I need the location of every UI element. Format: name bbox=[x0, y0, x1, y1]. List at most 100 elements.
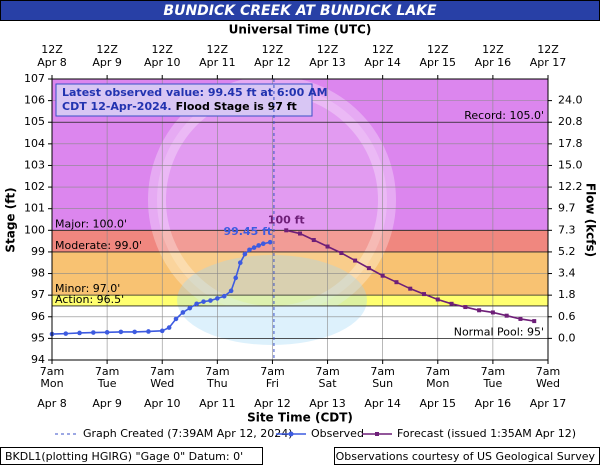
observed-point bbox=[166, 325, 172, 330]
y2-tick-label: 9.7 bbox=[558, 202, 576, 215]
x2-tick-date: Apr 16 bbox=[475, 56, 512, 69]
watermark bbox=[177, 255, 367, 345]
y2-title: Flow (kcfs) bbox=[584, 183, 598, 257]
observed-point bbox=[221, 293, 227, 299]
y-tick-label: 104 bbox=[24, 137, 45, 150]
threshold-label: Minor: 97.0' bbox=[55, 282, 120, 295]
x-tick-label: 7am bbox=[40, 365, 64, 378]
y-tick-label: 102 bbox=[24, 180, 45, 193]
x2-tick-label: 12Z bbox=[41, 43, 63, 56]
observed-point bbox=[228, 288, 234, 294]
forecast-point bbox=[380, 273, 385, 278]
x2-tick-date: Apr 12 bbox=[254, 56, 291, 69]
forecast-point bbox=[284, 228, 289, 233]
value-label: 100 ft bbox=[268, 213, 305, 226]
x-tick-weekday: Wed bbox=[150, 377, 174, 390]
footer-right: Observations courtesy of US Geological S… bbox=[336, 450, 596, 463]
y-tick-label: 105 bbox=[24, 115, 45, 128]
observed-point bbox=[242, 251, 248, 257]
x2-tick-date: Apr 10 bbox=[144, 56, 181, 69]
legend-marker bbox=[288, 431, 294, 437]
stage-band bbox=[52, 295, 548, 306]
info-line: CDT 12-Apr-2024. Flood Stage is 97 ft bbox=[62, 100, 297, 113]
forecast-point bbox=[298, 231, 302, 236]
chart-title: BUNDICK CREEK AT BUNDICK LAKE bbox=[163, 3, 437, 19]
x-tick-date: Apr 15 bbox=[420, 397, 457, 410]
y2-tick-label: 5.2 bbox=[558, 245, 576, 258]
x2-tick-date: Apr 17 bbox=[530, 56, 567, 69]
x2-tick-date: Apr 8 bbox=[37, 56, 67, 69]
observed-point bbox=[201, 299, 206, 304]
y2-tick-label: 0.6 bbox=[558, 310, 576, 323]
threshold-label: Moderate: 99.0' bbox=[55, 239, 142, 252]
x2-tick-label: 12Z bbox=[372, 43, 394, 56]
y-tick-label: 100 bbox=[24, 223, 45, 236]
observed-point bbox=[208, 298, 213, 303]
x-tick-label: 7am bbox=[150, 365, 174, 378]
y2-tick-label: 17.8 bbox=[558, 137, 583, 150]
forecast-point bbox=[518, 316, 523, 321]
plot-border bbox=[51, 78, 549, 361]
forecast-point bbox=[353, 258, 358, 263]
threshold-label: Record: 105.0' bbox=[464, 109, 544, 122]
y-tick-label: 94 bbox=[31, 353, 45, 366]
observed-point bbox=[237, 260, 243, 266]
forecast-point bbox=[422, 292, 426, 297]
x-tick-date: Apr 9 bbox=[92, 397, 122, 410]
x-tick-date: Apr 13 bbox=[309, 397, 346, 410]
observed-point bbox=[159, 328, 165, 334]
observed-point bbox=[77, 330, 82, 336]
observed-point bbox=[251, 245, 257, 250]
legend-label: Forecast (issued 1:35AM Apr 12) bbox=[397, 427, 576, 440]
y2-tick-label: 20.8 bbox=[558, 115, 583, 128]
x-tick-weekday: Thu bbox=[206, 377, 228, 390]
observed-point bbox=[104, 330, 110, 335]
y2-tick-label: 24.0 bbox=[558, 94, 583, 107]
x-tick-label: 7am bbox=[315, 365, 339, 378]
x2-tick-label: 12Z bbox=[537, 43, 559, 56]
x-tick-weekday: Tue bbox=[482, 377, 502, 390]
observed-point bbox=[260, 241, 266, 247]
x2-tick-date: Apr 13 bbox=[309, 56, 346, 69]
x-tick-label: 7am bbox=[95, 365, 119, 378]
value-label: 99.45 ft bbox=[223, 225, 272, 238]
x2-tick-label: 12Z bbox=[151, 43, 173, 56]
y2-tick-label: 7.3 bbox=[558, 223, 576, 236]
y2-tick-label: 15.0 bbox=[558, 158, 583, 171]
info-box bbox=[55, 83, 313, 117]
forecast-point bbox=[325, 244, 330, 249]
forecast-point bbox=[435, 297, 440, 302]
forecast-point bbox=[339, 251, 344, 256]
legend-label: Observed bbox=[311, 427, 364, 440]
x2-tick-label: 12Z bbox=[482, 43, 504, 56]
forecast-point bbox=[532, 319, 537, 324]
info-flood-stage: Flood Stage is 97 ft bbox=[176, 100, 297, 113]
y2-tick-label: 1.8 bbox=[558, 288, 576, 301]
x-tick-date: Apr 11 bbox=[199, 397, 236, 410]
forecast-point bbox=[463, 305, 468, 310]
x-tick-weekday: Mon bbox=[426, 377, 449, 390]
footer-left: BKDL1(plotting HGIRG) "Gage 0" Datum: 0' bbox=[5, 450, 243, 463]
forecast-point bbox=[394, 280, 399, 285]
forecast-point bbox=[408, 286, 413, 291]
x-tick-date: Apr 16 bbox=[475, 397, 512, 410]
x2-tick-date: Apr 9 bbox=[92, 56, 122, 69]
y2-tick-label: 3.4 bbox=[558, 267, 576, 280]
x-tick-weekday: Fri bbox=[266, 377, 279, 390]
x-tick-label: 7am bbox=[481, 365, 505, 378]
observed-point bbox=[118, 329, 124, 335]
x-title: Site Time (CDT) bbox=[247, 411, 353, 425]
observed-point bbox=[256, 243, 261, 248]
observed-point bbox=[63, 331, 69, 336]
x-tick-label: 7am bbox=[370, 365, 394, 378]
x-tick-label: 7am bbox=[536, 365, 560, 378]
forecast-point bbox=[311, 238, 316, 243]
observed-point bbox=[132, 329, 137, 335]
legend-label: Graph Created (7:39AM Apr 12, 2024) bbox=[83, 427, 293, 440]
observed-point bbox=[180, 310, 186, 315]
x-tick-date: Apr 10 bbox=[144, 397, 181, 410]
y-tick-label: 97 bbox=[31, 288, 45, 301]
threshold-label: Action: 96.5' bbox=[55, 293, 124, 306]
x-tick-label: 7am bbox=[260, 365, 284, 378]
threshold-label: Normal Pool: 95' bbox=[454, 325, 544, 338]
